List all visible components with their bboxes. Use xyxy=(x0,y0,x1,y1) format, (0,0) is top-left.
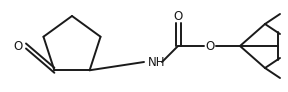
Text: O: O xyxy=(13,39,23,53)
Text: O: O xyxy=(205,39,215,53)
Text: NH: NH xyxy=(148,55,166,69)
Text: O: O xyxy=(173,9,183,23)
